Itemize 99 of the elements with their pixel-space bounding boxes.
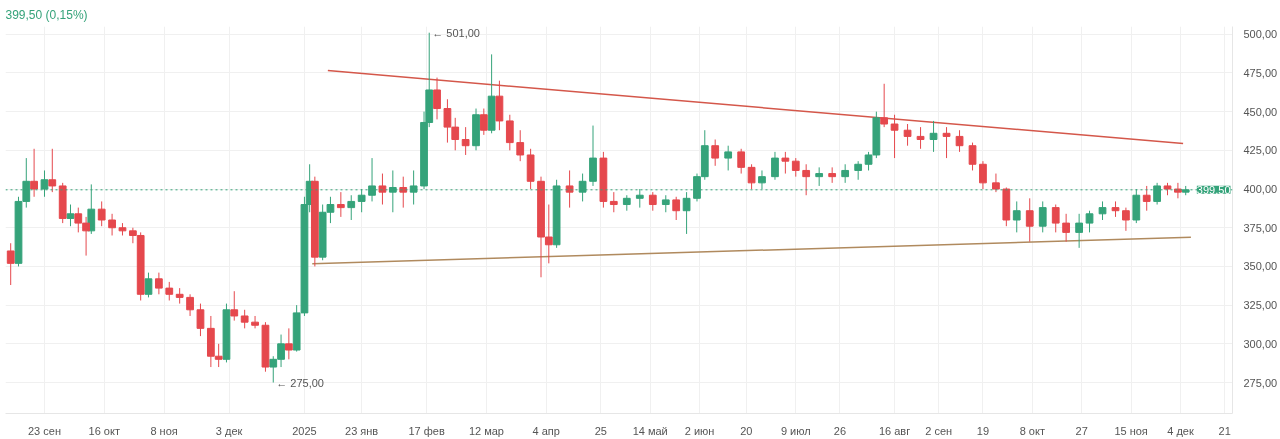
x-tick-label: 23 сен [28, 424, 61, 437]
candlestick [589, 125, 597, 187]
candlestick [682, 191, 691, 235]
x-tick-label: 2025 [292, 424, 317, 437]
candlestick [1012, 200, 1021, 233]
candlestick [155, 272, 163, 295]
x-tick-label: 4 дек [1167, 424, 1194, 437]
candlestick [968, 142, 977, 171]
candlestick [880, 83, 889, 128]
x-tick-label: 23 янв [345, 424, 379, 437]
x-tick-label: 19 [976, 424, 990, 437]
x-tick-label: 8 ноя [150, 424, 178, 437]
annotation: ← 275,00 [276, 376, 324, 389]
candlestick [1075, 213, 1083, 249]
candlestick [916, 126, 925, 150]
candlestick [737, 148, 746, 175]
x-tick-label: 15 ноя [1114, 424, 1148, 437]
x-tick-label: 4 апр [532, 424, 560, 437]
x-tick-label: 12 мар [468, 424, 504, 437]
candlestick [955, 129, 964, 153]
x-tick-label: 14 май [632, 424, 668, 437]
candlestick [378, 173, 387, 206]
x-tick-label: 2 июн [684, 424, 715, 437]
candlestick [66, 204, 75, 227]
candlestick [1051, 204, 1060, 233]
x-tick-label: 20 [740, 424, 753, 437]
candlestick [672, 196, 681, 221]
candlestick [841, 163, 850, 184]
candlestick [144, 272, 153, 298]
annotation: ← 501,00 [432, 26, 480, 39]
x-tick-label: 25 [594, 424, 607, 437]
candlestick [609, 191, 618, 213]
x-tick-label: 2 сен [925, 424, 953, 437]
candlestick [97, 200, 106, 227]
candlestick [1062, 213, 1071, 243]
ref-line-label: 399,50 [1196, 183, 1231, 196]
y-tick-label: 275,00 [1243, 376, 1278, 389]
candlestick [791, 157, 800, 178]
y-tick-label: 400,00 [1243, 183, 1278, 196]
candlestick [186, 293, 194, 317]
y-tick-label: 375,00 [1243, 221, 1278, 234]
y-tick-label: 325,00 [1243, 299, 1278, 312]
candlestick [1038, 200, 1047, 233]
candlestick [251, 315, 259, 329]
y-tick-label: 450,00 [1243, 105, 1278, 118]
candlestick [992, 173, 1000, 193]
y-tick-label: 425,00 [1243, 144, 1278, 157]
candlestick [108, 213, 116, 236]
candlestick [516, 129, 525, 162]
candlestick [747, 163, 756, 190]
candlestick [284, 327, 293, 360]
x-tick-label: 8 окт [1019, 424, 1045, 437]
y-tick-label: 350,00 [1243, 260, 1278, 273]
x-tick-label: 26 [833, 424, 847, 437]
x-tick-label: 3 дек [215, 424, 243, 437]
candlestick [1098, 200, 1107, 221]
y-tick-label: 500,00 [1243, 28, 1278, 41]
candlestick [771, 151, 779, 181]
candlestick [1025, 197, 1034, 243]
candlestick [565, 169, 574, 209]
candlestick [1085, 210, 1094, 233]
candlestick [230, 290, 239, 322]
candlestick [461, 126, 470, 156]
candlestick [1142, 185, 1151, 212]
candlestick [479, 108, 488, 136]
x-tick-label: 17 фев [408, 424, 445, 437]
candlestick [903, 123, 912, 147]
x-tick-label: 16 окт [88, 424, 120, 437]
y-tick-label: 475,00 [1243, 66, 1278, 79]
candlestick [854, 160, 863, 181]
candlestick [802, 163, 811, 196]
candlestick [648, 191, 657, 212]
candlestick [781, 151, 790, 175]
candlestick [815, 166, 824, 187]
x-tick-label: 21 [1218, 424, 1231, 437]
candlestick [165, 281, 174, 301]
candlestick [942, 126, 951, 159]
candlestick [505, 114, 514, 151]
y-tick-label: 300,00 [1243, 337, 1278, 350]
chart-title: 399,50 (0,15%) [5, 7, 88, 22]
x-tick-label: 9 июл [780, 424, 811, 437]
candlestick [336, 191, 345, 218]
candlestick [6, 242, 15, 286]
x-tick-label: 16 авг [878, 424, 911, 437]
candlestick [929, 120, 938, 153]
candlestick [240, 309, 249, 329]
candlestick [979, 160, 987, 190]
candlestick [433, 77, 441, 120]
candlestick [890, 114, 899, 159]
candlestick [399, 176, 408, 209]
candlestick [1122, 207, 1130, 232]
candlestick [711, 139, 720, 167]
candlestick [196, 303, 205, 337]
candlestick [1174, 182, 1182, 199]
candlestick [30, 148, 38, 198]
candlestick [48, 148, 57, 193]
x-tick-label: 27 [1075, 424, 1088, 437]
candlestick [724, 145, 733, 171]
candlestick [347, 194, 356, 221]
